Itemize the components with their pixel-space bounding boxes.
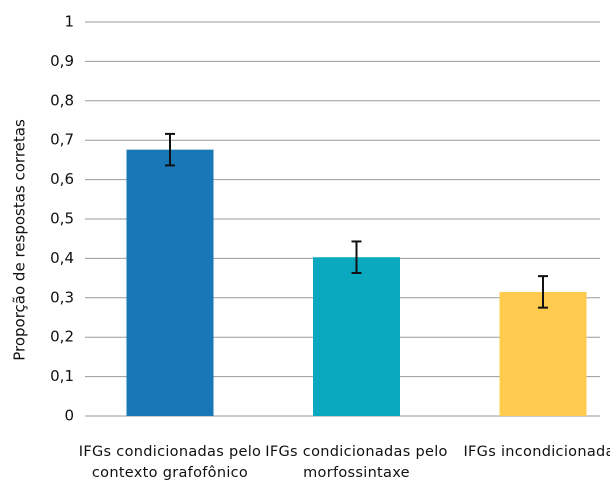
y-tick-label: 0,6 bbox=[50, 170, 74, 188]
y-tick-label: 0,1 bbox=[50, 367, 74, 385]
x-tick-label: IFGs condicionadas pelo morfossintaxe bbox=[265, 444, 448, 481]
y-tick-label: 0,8 bbox=[50, 91, 74, 109]
y-axis-title: Proporção de respostas corretas bbox=[11, 119, 29, 361]
y-tick-label: 0,7 bbox=[50, 131, 74, 149]
y-tick-label: 0,9 bbox=[50, 52, 74, 70]
x-tick-label: IFGs condicionadas pelo contexto grafofô… bbox=[78, 444, 262, 481]
bar bbox=[126, 149, 214, 416]
y-tick-label: 0,4 bbox=[50, 249, 74, 267]
y-tick-label: 0,2 bbox=[50, 328, 74, 346]
x-tick-label: IFGs incondicionadas bbox=[463, 444, 610, 460]
bar bbox=[313, 257, 400, 416]
y-tick-label: 0 bbox=[64, 407, 74, 425]
bar bbox=[499, 291, 587, 416]
y-tick-label: 0,3 bbox=[50, 288, 74, 306]
y-tick-label: 0,5 bbox=[50, 210, 74, 228]
y-tick-label: 1 bbox=[64, 13, 74, 31]
